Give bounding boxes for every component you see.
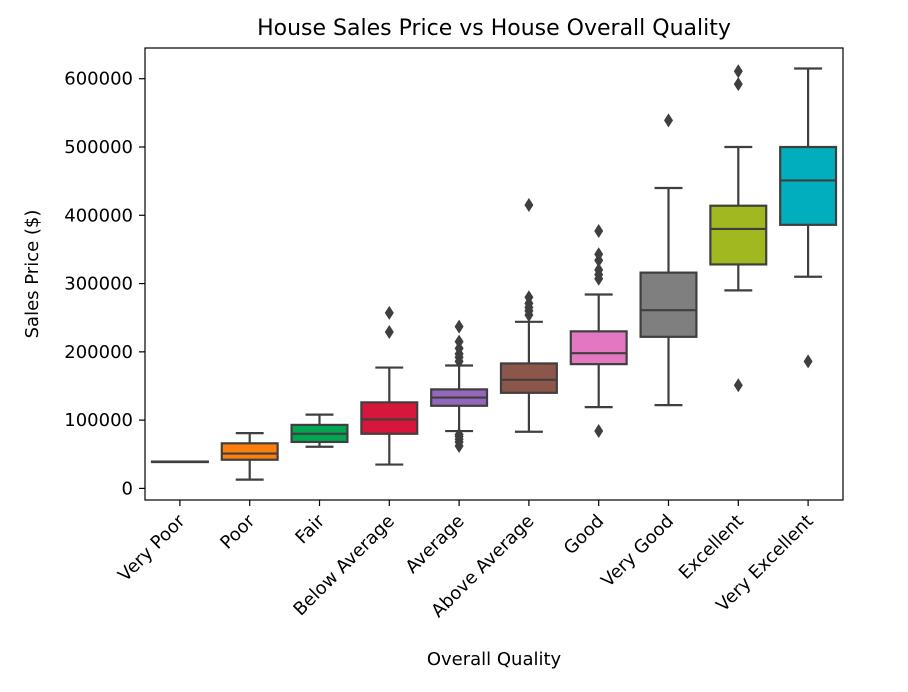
y-tick-label: 200000: [64, 342, 133, 363]
outlier-point: [733, 77, 743, 92]
chart-title: House Sales Price vs House Overall Quali…: [257, 16, 731, 41]
y-tick-label: 500000: [64, 137, 133, 158]
y-tick-label: 400000: [64, 205, 133, 226]
outlier-point: [733, 64, 743, 79]
box-iqr: [639, 271, 698, 338]
box-iqr: [360, 401, 419, 435]
box-group: [360, 305, 419, 466]
outlier-point: [594, 262, 604, 277]
y-tick-label: 300000: [64, 274, 133, 295]
y-tick-label: 600000: [64, 69, 133, 90]
outlier-point: [664, 113, 673, 128]
outlier-point: [594, 424, 604, 439]
box-group: [499, 198, 558, 433]
box-iqr: [779, 145, 838, 226]
plot-area: [150, 64, 838, 481]
box-group: [639, 113, 698, 407]
outlier-point: [594, 247, 604, 262]
box-iqr: [499, 362, 558, 394]
y-tick-label: 100000: [64, 410, 133, 431]
x-axis-label: Overall Quality: [427, 649, 562, 670]
y-axis: 0 100000 200000 300000 400000 500000 600000: [64, 69, 145, 499]
box-iqr: [709, 204, 768, 266]
box-group: [709, 64, 768, 393]
outlier-point: [524, 198, 534, 213]
outlier-point: [594, 223, 604, 238]
outlier-point: [733, 378, 743, 393]
outlier-point: [454, 319, 464, 334]
outlier-point: [803, 354, 813, 369]
plot-frame: [144, 47, 844, 501]
box-group: [430, 319, 489, 454]
box-group: [150, 460, 209, 464]
outlier-point: [524, 290, 534, 305]
outlier-point: [454, 427, 464, 442]
box-group: [779, 67, 838, 369]
outlier-point: [384, 325, 394, 340]
box-iqr: [220, 442, 279, 461]
y-axis-label: Sales Price ($): [22, 210, 43, 339]
box-group: [569, 223, 628, 439]
box-iqr: [569, 330, 628, 366]
y-tick-label: 0: [122, 478, 133, 499]
box-group: [220, 431, 279, 481]
outlier-point: [454, 334, 464, 349]
outlier-point: [384, 305, 394, 320]
box-group: [290, 413, 349, 448]
